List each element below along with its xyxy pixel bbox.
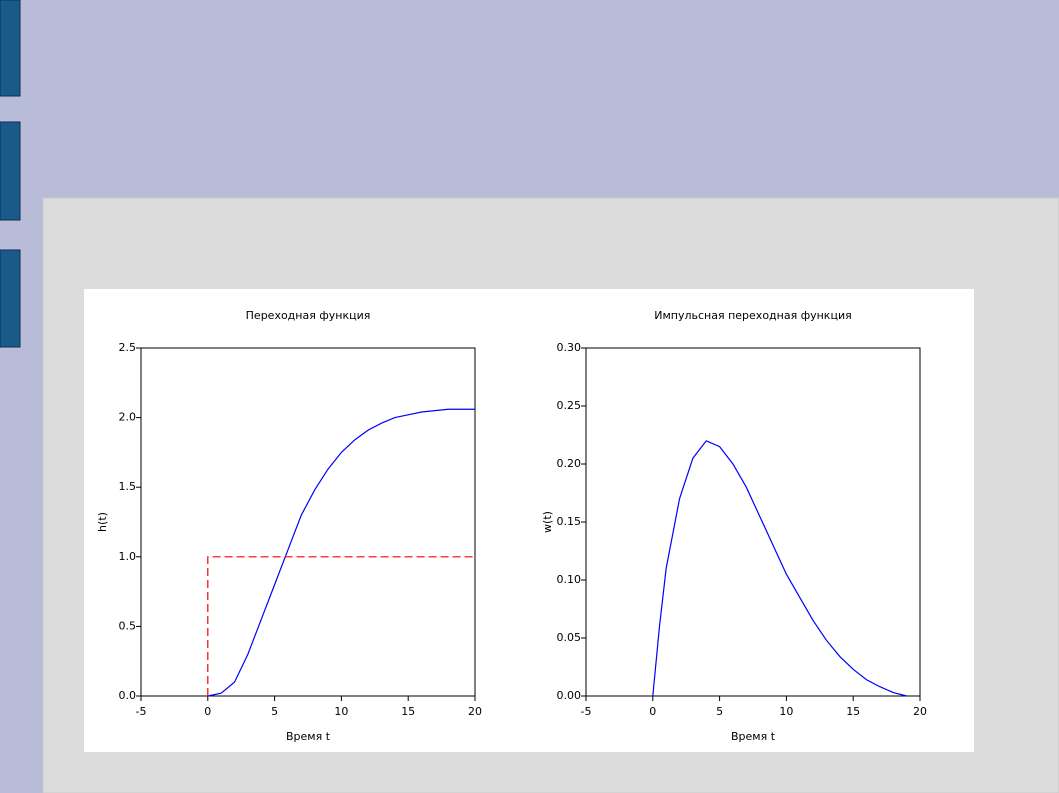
x-axis-label: Время t [286,730,331,743]
x-tick-label: 20 [913,705,927,718]
x-tick-label: 5 [716,705,723,718]
x-tick-label: 10 [779,705,793,718]
y-tick-label: 1.5 [119,480,137,493]
y-axis-label: w(t) [541,511,554,533]
x-tick-label: 5 [271,705,278,718]
y-tick-label: 0.10 [557,573,582,586]
side-tab [0,121,21,221]
y-tick-label: 0.5 [119,619,137,632]
plot-frame [140,347,476,697]
data-line [207,556,475,696]
chart-title: Переходная функция [246,309,371,322]
x-tick-label: -5 [581,705,592,718]
y-tick-label: 0.25 [557,399,582,412]
y-tick-label: 2.0 [119,411,137,424]
x-tick-label: 10 [334,705,348,718]
chart-title: Импульсная переходная функция [654,309,851,322]
y-tick-label: 0.05 [557,631,582,644]
side-tab [0,0,21,97]
x-tick-label: 15 [401,705,415,718]
y-tick-label: 1.0 [119,550,137,563]
x-tick-label: 0 [649,705,656,718]
y-tick-label: 0.15 [557,515,582,528]
y-tick-label: 0.20 [557,457,582,470]
x-tick-label: 0 [204,705,211,718]
x-tick-label: 20 [468,705,482,718]
data-line [207,408,475,697]
side-tab [0,249,21,348]
y-tick-label: 2.5 [119,341,137,354]
x-tick-label: -5 [136,705,147,718]
x-tick-label: 15 [846,705,860,718]
x-axis-label: Время t [731,730,776,743]
y-tick-label: 0.00 [557,689,582,702]
y-tick-label: 0.0 [119,689,137,702]
y-axis-label: h(t) [96,512,109,532]
data-line [652,440,907,697]
y-tick-label: 0.30 [557,341,582,354]
figure [84,289,974,752]
